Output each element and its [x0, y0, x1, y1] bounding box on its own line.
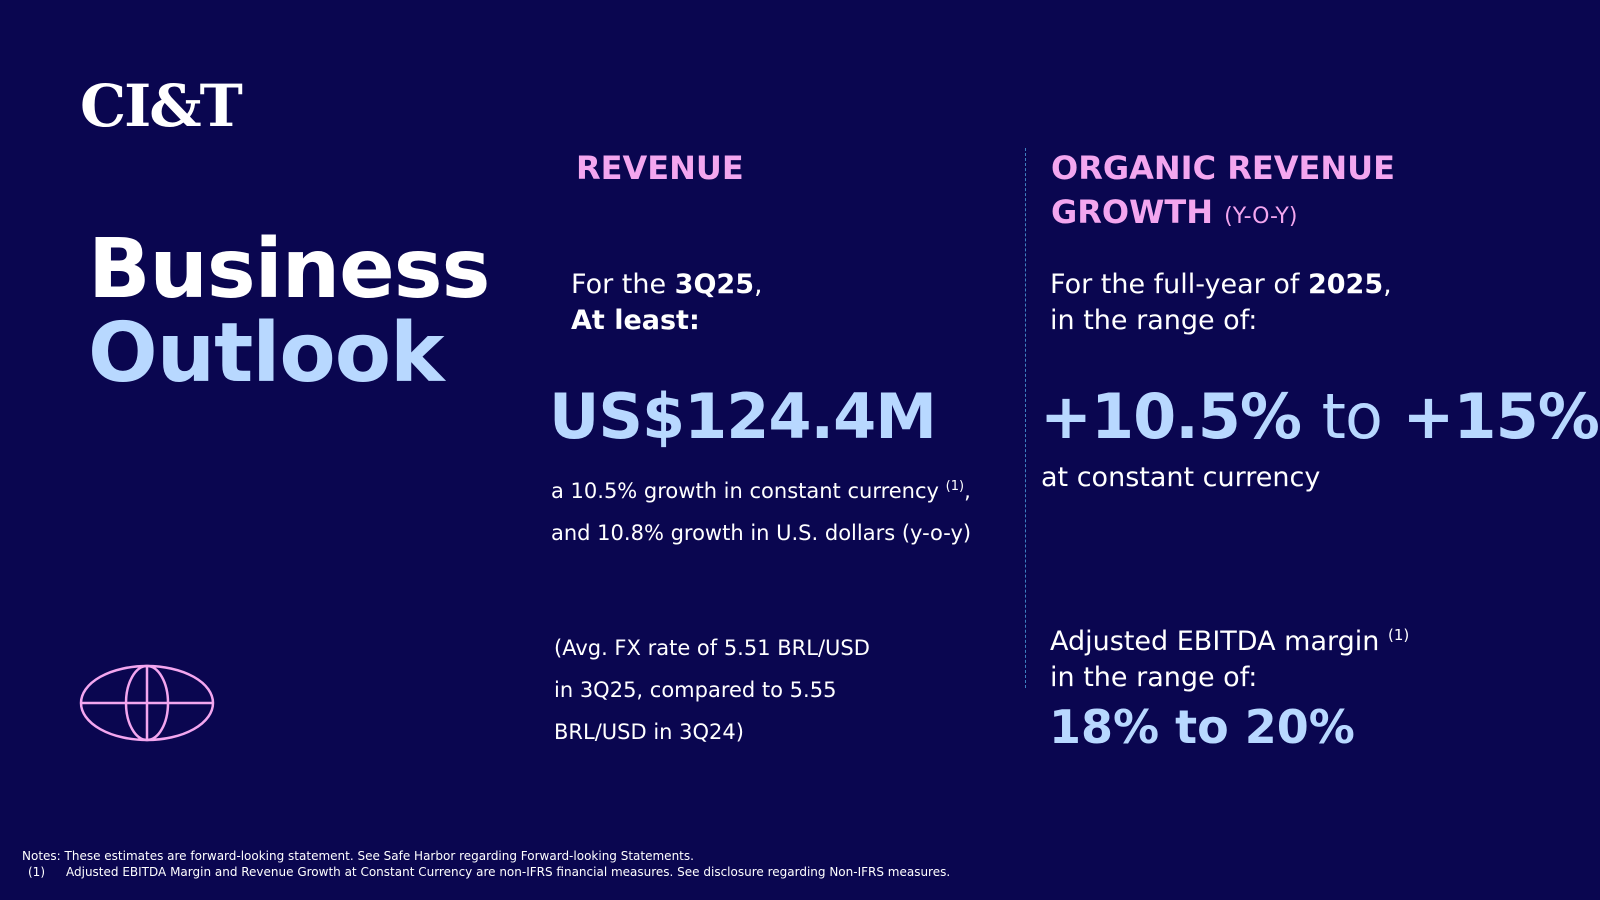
ebitda-range: 18% to 20%	[1049, 700, 1355, 754]
column-divider	[1025, 148, 1026, 688]
footnotes: Notes: These estimates are forward-looki…	[22, 849, 951, 879]
organic-heading: ORGANIC REVENUE GROWTH (Y-O-Y)	[1051, 149, 1395, 231]
globe-icon	[78, 663, 216, 747]
revenue-growth: a 10.5% growth in constant currency (1),…	[551, 479, 972, 545]
organic-growth-range: +10.5% to +15%	[1040, 380, 1600, 453]
revenue-amount: US$124.4M	[549, 380, 937, 453]
revenue-heading: REVENUE	[576, 149, 744, 187]
footnote-ref: (1)	[945, 479, 965, 494]
organic-range-note: at constant currency	[1041, 462, 1321, 493]
fx-rate-note: (Avg. FX rate of 5.51 BRL/USD in 3Q25, c…	[554, 636, 870, 744]
ebitda-label: Adjusted EBITDA margin (1) in the range …	[1050, 626, 1410, 693]
organic-intro: For the full-year of 2025, in the range …	[1050, 269, 1392, 336]
footnote-ref: (1)	[1387, 626, 1410, 644]
page-title-line2: Outlook	[88, 306, 445, 401]
page-title-line1: Business	[88, 222, 490, 317]
revenue-intro: For the 3Q25, At least:	[571, 269, 763, 336]
company-logo: CI&T	[80, 72, 243, 140]
